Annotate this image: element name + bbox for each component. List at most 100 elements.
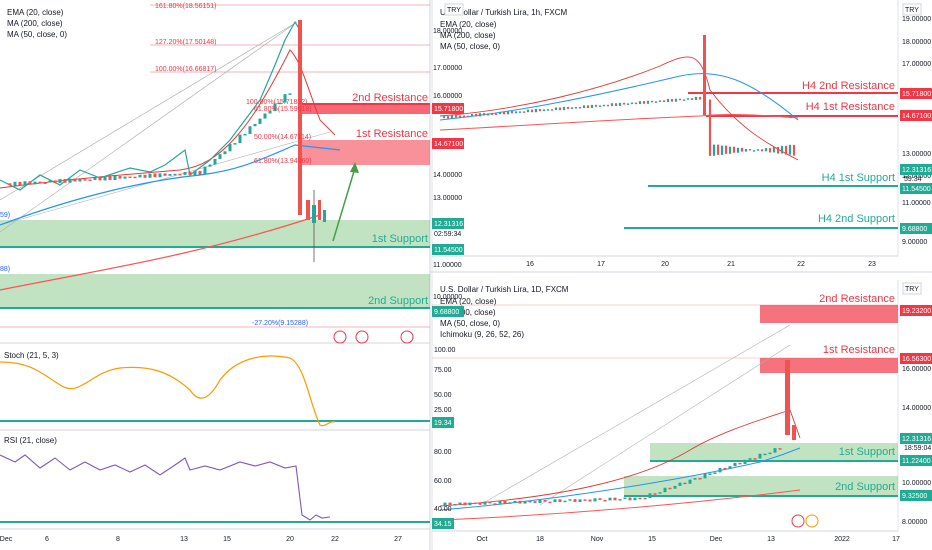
left-x-tick: 6 <box>45 536 49 543</box>
br-x-tick: Dec <box>710 536 723 543</box>
currency-button[interactable] <box>444 3 464 16</box>
candle <box>788 144 792 155</box>
br-countdown: 18:59:04 <box>904 445 931 452</box>
candle <box>666 98 670 103</box>
candle <box>518 500 522 504</box>
candle <box>538 108 542 112</box>
candle <box>752 150 756 152</box>
candle <box>233 143 237 145</box>
br-res1-label: 1st Resistance <box>823 344 895 356</box>
candle <box>493 503 497 505</box>
left-countdown: 02:59:34 <box>434 231 461 238</box>
candle <box>673 485 677 489</box>
candle <box>138 174 142 178</box>
candle <box>776 146 780 154</box>
flag-icon[interactable] <box>355 330 369 344</box>
left-ind-3: MA (50, close, 0) <box>7 30 67 39</box>
left-res2-zone <box>300 104 430 114</box>
candle <box>606 104 610 107</box>
flag-icon[interactable] <box>791 514 805 528</box>
candle <box>764 148 768 152</box>
candle <box>153 173 157 178</box>
left-res1-zone <box>300 140 430 165</box>
candle <box>574 106 578 109</box>
candle <box>468 502 472 506</box>
left-price-tick: 17.00000 <box>433 65 462 72</box>
candle <box>648 493 652 499</box>
candle <box>28 181 32 185</box>
candle <box>526 109 530 113</box>
tr-currency: TRY <box>905 7 919 14</box>
candle <box>602 104 606 107</box>
candle <box>528 500 532 503</box>
currency-button[interactable] <box>902 282 922 295</box>
candle <box>8 183 12 186</box>
candle <box>450 115 454 119</box>
currency-button[interactable] <box>902 3 922 16</box>
candle <box>473 502 477 505</box>
fib-label-7: 61.80%(13.94060) <box>254 158 312 165</box>
left-ind-2: MA (200, close) <box>7 19 63 28</box>
candle <box>143 174 147 178</box>
candle <box>733 462 737 467</box>
candle <box>562 106 566 111</box>
left-res2-tag: 15.71800 <box>434 106 463 113</box>
candle <box>458 502 462 505</box>
left-edge-label-1: 59) <box>0 212 10 219</box>
candle <box>690 98 694 100</box>
candle <box>716 144 720 155</box>
candle <box>530 109 534 113</box>
flag-icon[interactable] <box>805 514 819 528</box>
candle <box>558 107 562 111</box>
candle <box>610 103 614 107</box>
stoch-line <box>0 355 336 427</box>
candle <box>768 452 772 455</box>
candle <box>148 173 152 178</box>
stoch-label: Stoch (21, 5, 3) <box>4 351 59 360</box>
candle <box>510 111 514 114</box>
flag-icon[interactable] <box>400 330 414 344</box>
candle <box>658 100 662 102</box>
fib-label-3: 100.00%(16.66817) <box>155 66 217 73</box>
candle <box>108 176 112 181</box>
tr-price-tick: 9.00000 <box>902 239 927 246</box>
candle <box>198 170 202 175</box>
candle <box>588 499 592 502</box>
candle <box>593 498 597 502</box>
candle <box>613 497 617 501</box>
candle <box>608 497 612 501</box>
candle <box>723 467 727 470</box>
candle <box>288 93 292 95</box>
candle <box>682 99 686 101</box>
candle <box>466 115 470 118</box>
left-sup1-tag: 11.54500 <box>434 247 463 254</box>
br-sup2-label: 2nd Support <box>835 481 895 493</box>
candle <box>213 158 217 165</box>
br-sup1-tag: 11.22400 <box>902 458 931 465</box>
candle <box>123 176 127 179</box>
candle <box>448 502 452 506</box>
candle <box>223 151 227 155</box>
candle <box>558 499 562 502</box>
tr-x-tick: 21 <box>727 261 735 268</box>
br-res2-tag-bg <box>900 305 932 316</box>
candle <box>748 148 752 151</box>
rsi-value-tag: 34.15 <box>434 521 452 528</box>
candle <box>178 173 182 176</box>
tr-sup1-label: H4 1st Support <box>822 172 895 184</box>
candle <box>482 113 486 116</box>
candle <box>638 497 642 500</box>
br-sup1-label: 1st Support <box>839 446 895 458</box>
candle <box>598 498 602 500</box>
candle <box>470 113 474 117</box>
candle <box>703 473 707 479</box>
topright-1h-panel: U.S. Dollar / Turkish Lira, 1h, FXCM EMA… <box>439 8 898 229</box>
left-last-tag-bg <box>432 218 464 229</box>
stoch-value-tag: 19.34 <box>434 420 452 427</box>
tr-price-tick: 11.00000 <box>902 200 931 207</box>
candle <box>454 115 458 118</box>
left-x-tick: Dec <box>0 536 13 543</box>
flag-icon[interactable] <box>333 330 347 344</box>
tr-x-tick: 17 <box>597 261 605 268</box>
